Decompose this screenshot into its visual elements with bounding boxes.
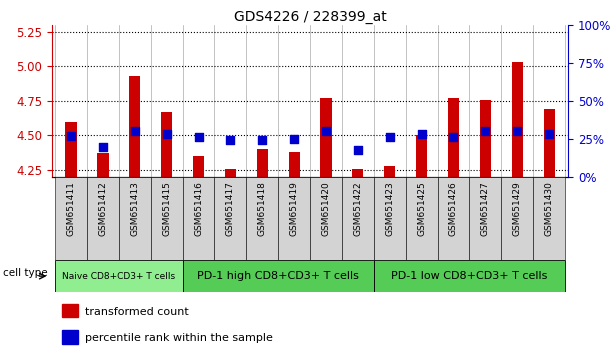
Text: PD-1 high CD8+CD3+ T cells: PD-1 high CD8+CD3+ T cells (197, 271, 359, 281)
Bar (469, 177, 501, 260)
Text: GSM651423: GSM651423 (386, 181, 394, 236)
Bar (416, 136, 427, 177)
Bar (225, 169, 236, 177)
Bar (448, 98, 459, 177)
Text: PD-1 low CD8+CD3+ T cells: PD-1 low CD8+CD3+ T cells (391, 271, 547, 281)
Text: GSM651416: GSM651416 (194, 181, 203, 236)
Bar (87, 177, 119, 260)
Text: GSM651422: GSM651422 (353, 181, 362, 236)
Bar (511, 62, 523, 177)
Point (130, 129, 140, 134)
Bar (129, 76, 141, 177)
Point (480, 129, 490, 134)
Point (544, 132, 554, 137)
Bar (374, 177, 406, 260)
Bar (353, 169, 364, 177)
Text: GSM651413: GSM651413 (130, 181, 139, 236)
Point (353, 147, 363, 153)
Bar (161, 112, 172, 177)
Bar (55, 177, 87, 260)
Bar (151, 177, 183, 260)
Bar (97, 154, 109, 177)
Point (98, 144, 108, 149)
Bar (55, 260, 183, 292)
Bar (119, 177, 151, 260)
Text: transformed count: transformed count (86, 307, 189, 317)
Bar (533, 177, 565, 260)
Bar (278, 177, 310, 260)
Bar (320, 98, 332, 177)
Bar (183, 177, 214, 260)
Bar (374, 260, 565, 292)
Point (513, 129, 522, 134)
Text: GSM651411: GSM651411 (67, 181, 76, 236)
Point (321, 129, 331, 134)
Point (257, 138, 267, 143)
Text: GSM651427: GSM651427 (481, 181, 490, 236)
Bar (214, 177, 246, 260)
Text: GSM651425: GSM651425 (417, 181, 426, 236)
Bar (183, 260, 374, 292)
Text: Naive CD8+CD3+ T cells: Naive CD8+CD3+ T cells (62, 272, 175, 281)
Bar (342, 177, 374, 260)
Point (66, 133, 76, 139)
Title: GDS4226 / 228399_at: GDS4226 / 228399_at (234, 10, 387, 24)
Point (385, 135, 395, 140)
Bar (193, 156, 204, 177)
Bar (65, 122, 76, 177)
Text: GSM651420: GSM651420 (321, 181, 331, 236)
Bar (501, 177, 533, 260)
Text: GSM651412: GSM651412 (98, 181, 108, 236)
Point (417, 132, 426, 137)
Bar (406, 177, 437, 260)
Bar (62, 330, 78, 344)
Point (448, 135, 458, 140)
Text: GSM651430: GSM651430 (544, 181, 554, 236)
Text: cell type: cell type (2, 268, 47, 278)
Point (194, 135, 203, 140)
Text: GSM651419: GSM651419 (290, 181, 299, 236)
Text: GSM651426: GSM651426 (449, 181, 458, 236)
Text: percentile rank within the sample: percentile rank within the sample (86, 333, 273, 343)
Text: GSM651415: GSM651415 (162, 181, 171, 236)
Bar (480, 99, 491, 177)
Text: GSM651418: GSM651418 (258, 181, 267, 236)
Point (162, 132, 172, 137)
Text: GSM651417: GSM651417 (226, 181, 235, 236)
Bar (544, 109, 555, 177)
Bar (310, 177, 342, 260)
Point (289, 136, 299, 142)
Bar (62, 303, 78, 317)
Bar (288, 152, 300, 177)
Point (225, 138, 235, 143)
Text: GSM651429: GSM651429 (513, 181, 522, 236)
Bar (437, 177, 469, 260)
Bar (246, 177, 278, 260)
Bar (257, 149, 268, 177)
Bar (384, 166, 395, 177)
